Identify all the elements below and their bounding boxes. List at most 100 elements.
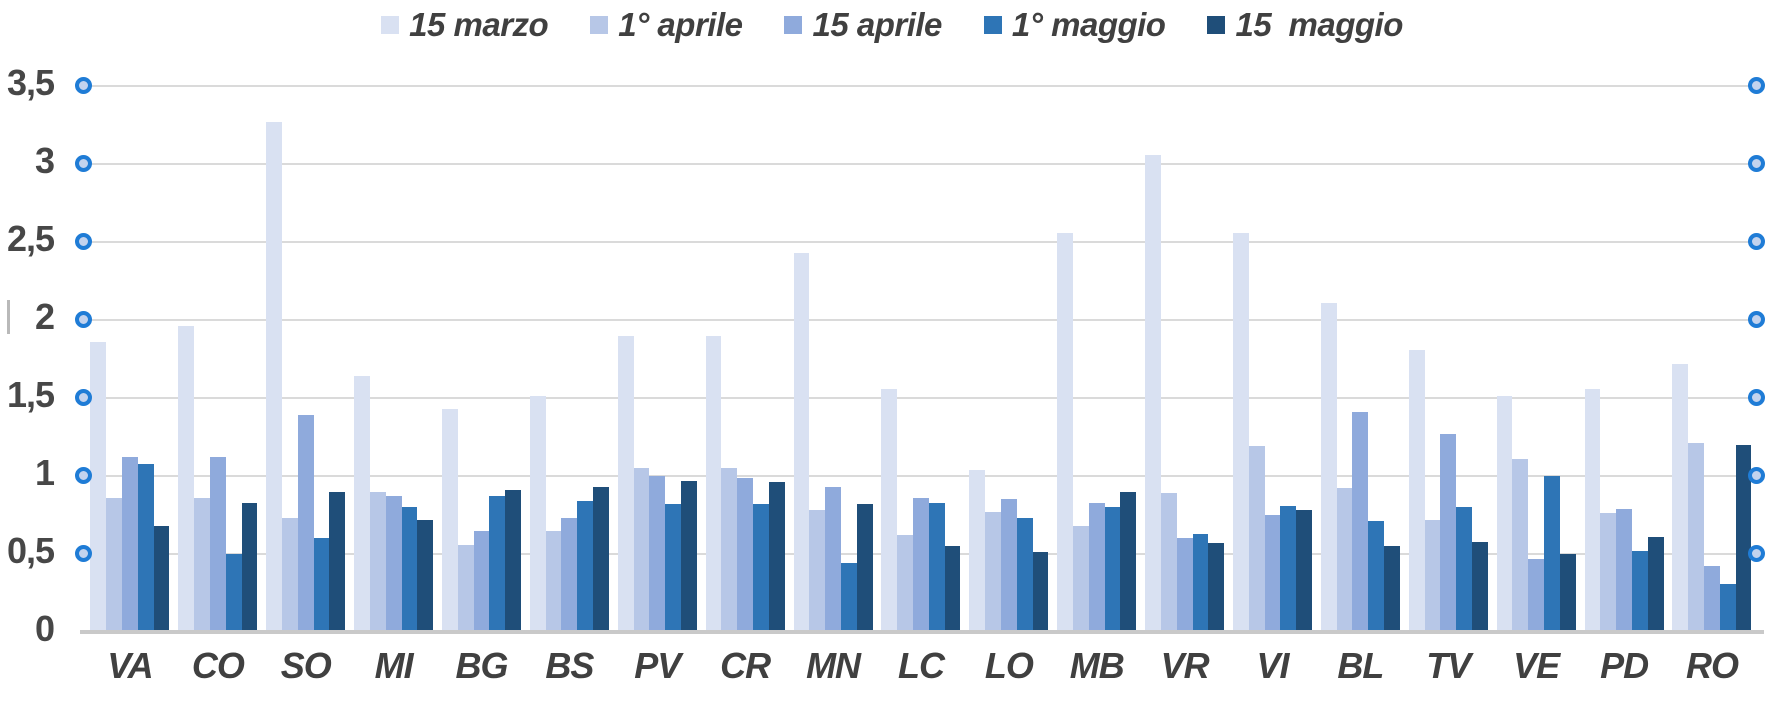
x-tick-label-cr: CR [720, 645, 771, 686]
bar-tv-1°-aprile [1424, 519, 1441, 632]
bar-lo-15-aprile [1000, 499, 1017, 632]
bar-tv-15-maggio [1472, 541, 1488, 632]
legend-label: 15 aprile [812, 6, 942, 43]
legend-swatch-icon [590, 16, 609, 34]
bar-group-vi [1229, 86, 1317, 632]
gridline-end-marker-icon [1748, 467, 1765, 485]
bar-ro-1°-aprile [1688, 443, 1705, 632]
bar-va-1°-maggio [137, 463, 154, 632]
clipped-y-axis-title-fragment [0, 300, 10, 334]
bar-lo-15-maggio [1032, 552, 1049, 632]
gridline-end-marker-icon [75, 233, 92, 250]
x-tick-label-ro: RO [1685, 645, 1739, 686]
bar-row [1320, 86, 1400, 632]
gridline-end-marker-icon [75, 155, 92, 172]
x-tick-label-so: SO [280, 645, 332, 686]
x-tick-label-ve: VE [1513, 645, 1560, 686]
bar-row [1145, 86, 1225, 632]
bar-row [1408, 86, 1488, 632]
gridline [86, 241, 1756, 243]
bar-row [354, 86, 434, 632]
bar-bg-15-marzo [441, 408, 458, 632]
bar-bl-15-maggio [1384, 546, 1400, 632]
bar-co-15-aprile [209, 457, 226, 632]
bar-mb-15-marzo [1057, 232, 1073, 632]
bar-co-15-marzo [178, 326, 195, 632]
bar-vr-1°-maggio [1192, 533, 1209, 632]
bar-cr-15-maggio [768, 482, 785, 632]
bar-mb-15-aprile [1088, 502, 1105, 632]
bar-va-15-aprile [122, 457, 138, 632]
bar-row [441, 86, 522, 632]
bar-pv-15-maggio [680, 480, 697, 632]
gridline [86, 85, 1756, 87]
x-axis-labels: VA CO SO MI BG BS PV CR MN LC LO MB VR VI BL TV VE PD RO [86, 645, 1756, 687]
bar-group-mb [1053, 86, 1141, 632]
legend-swatch-icon [784, 16, 803, 34]
bar-vr-1°-aprile [1160, 493, 1177, 632]
bar-vr-15-aprile [1176, 538, 1193, 632]
legend-item: 15 aprile [784, 6, 942, 44]
bar-vi-15-marzo [1232, 232, 1249, 632]
bar-bg-1°-aprile [457, 544, 474, 632]
bar-group-vr [1141, 86, 1229, 632]
bar-group-pv [613, 86, 701, 632]
bar-mn-1°-maggio [840, 563, 857, 632]
y-tick-label: 0,5 [6, 530, 55, 572]
bar-bs-1°-maggio [577, 500, 594, 632]
bar-pd-15-marzo [1584, 388, 1601, 632]
legend-label: 1° aprile [618, 6, 743, 43]
bar-mi-1°-aprile [369, 491, 386, 632]
bar-bs-1°-aprile [545, 530, 562, 632]
bar-pv-1°-maggio [665, 504, 681, 632]
bar-ro-15-aprile [1704, 566, 1720, 632]
bar-group-lo [965, 86, 1053, 632]
x-tick-label-pd: PD [1600, 645, 1649, 686]
bar-group-va [86, 86, 174, 632]
bar-group-tv [1404, 86, 1492, 632]
bar-pd-15-aprile [1616, 508, 1632, 632]
bar-so-15-maggio [329, 491, 346, 632]
bar-lo-1°-aprile [985, 511, 1001, 632]
legend-item: 1° aprile [590, 6, 743, 44]
bar-so-15-marzo [266, 121, 282, 632]
bar-co-15-maggio [241, 502, 258, 632]
y-axis: 3,5 3 2,5 2 1,5 1 0,5 0 [0, 62, 56, 649]
x-tick-label-co: CO [191, 645, 245, 686]
bar-ve-15-maggio [1559, 554, 1576, 632]
bar-vr-15-maggio [1208, 543, 1225, 632]
bar-cr-15-aprile [737, 477, 754, 632]
x-tick-label-mn: MN [806, 645, 861, 686]
x-tick-label-va: VA [107, 645, 153, 686]
legend-label: 15 marzo [409, 6, 549, 43]
gridline-end-marker-icon [75, 77, 92, 94]
bar-group-mi [350, 86, 438, 632]
bar-lo-15-marzo [969, 469, 986, 632]
legend-swatch-icon [983, 16, 1002, 34]
bar-row [178, 86, 258, 632]
bar-ve-15-aprile [1528, 558, 1545, 632]
x-tick-label-pv: PV [634, 645, 681, 686]
bar-ro-15-maggio [1735, 444, 1752, 632]
y-tick-label: 3,5 [6, 62, 55, 103]
bar-cr-1°-aprile [721, 468, 738, 632]
bar-bg-15-aprile [473, 530, 490, 632]
bar-row [1232, 86, 1313, 632]
legend-swatch-icon [1207, 16, 1226, 34]
bar-mi-1°-maggio [401, 507, 418, 632]
bar-lc-15-maggio [944, 546, 961, 632]
gridline-end-marker-icon [1748, 233, 1765, 250]
bar-vi-15-maggio [1296, 510, 1313, 632]
x-tick-label-lo: LO [984, 645, 1034, 686]
bar-co-1°-maggio [225, 554, 242, 632]
bar-bs-15-marzo [529, 396, 546, 632]
bar-vi-1°-aprile [1248, 446, 1265, 632]
bar-ro-1°-maggio [1719, 583, 1736, 632]
bar-so-1°-maggio [313, 538, 330, 632]
x-tick-label-bs: BS [545, 645, 594, 686]
bar-ve-15-marzo [1496, 396, 1513, 632]
x-tick-label-mi: MI [374, 645, 414, 686]
legend-label: 1° maggio [1011, 6, 1166, 43]
bar-va-1°-aprile [106, 497, 123, 632]
bar-co-1°-aprile [194, 497, 210, 632]
